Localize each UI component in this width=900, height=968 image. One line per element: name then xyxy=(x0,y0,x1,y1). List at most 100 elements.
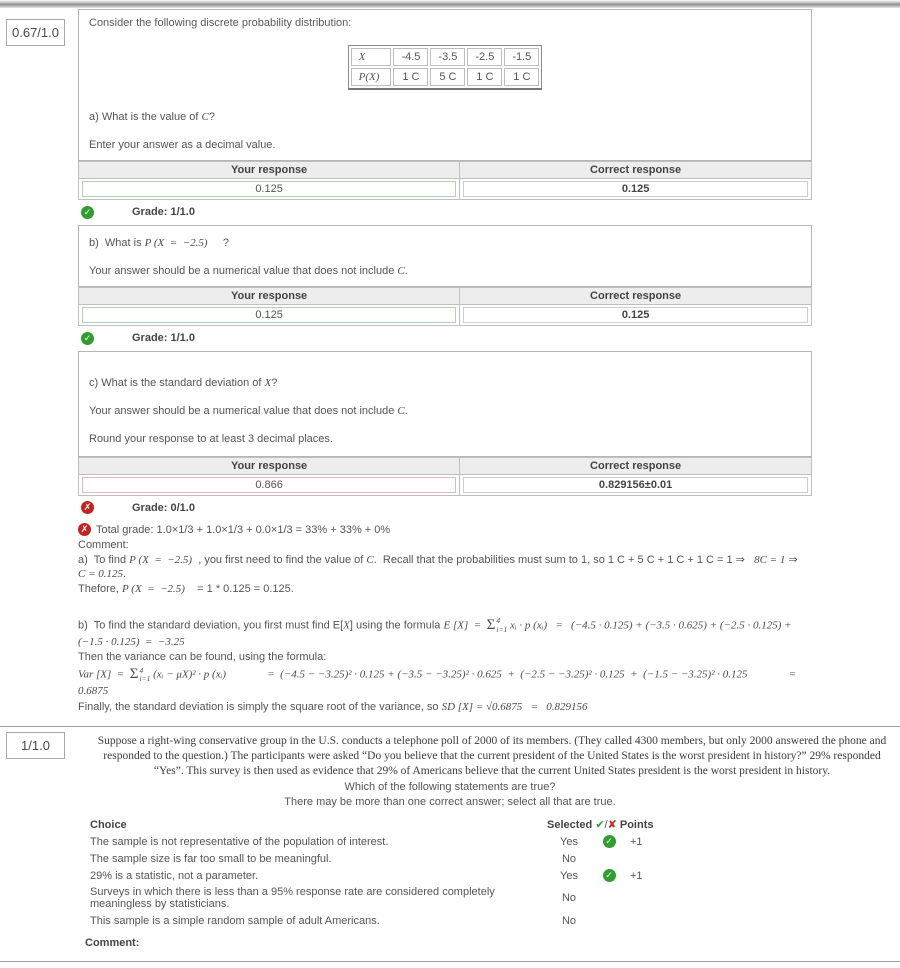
choice-table-header: Choice Selected ✔/✘ Points xyxy=(85,816,665,833)
choice-selected: No xyxy=(561,892,577,905)
part-c-instruction-2: Round your response to at least 3 decima… xyxy=(89,433,333,446)
q1-score: 0.67/1.0 xyxy=(12,25,59,40)
q1-score-box: 0.67/1.0 xyxy=(6,19,65,46)
choice-text: Surveys in which there is less than a 95… xyxy=(90,886,495,911)
section-divider xyxy=(0,725,900,727)
part-c-instruction: Your answer should be a numerical value … xyxy=(89,405,408,418)
q1-intro-text: Consider the following discrete probabil… xyxy=(89,17,352,29)
dist-p-value: 1 C xyxy=(467,68,503,86)
choice-table: Choice Selected ✔/✘ Points The sample is… xyxy=(85,816,665,929)
points-header-label: Points xyxy=(616,819,654,832)
dist-p-value: 1 C xyxy=(393,68,429,86)
cross-circle-icon: ✗ xyxy=(78,523,91,537)
total-grade-text: Total grade: 1.0×1/3 + 1.0×1/3 + 0.0×1/3… xyxy=(96,523,391,536)
dist-x-row: X -4.5 -3.5 -2.5 -1.5 xyxy=(350,48,540,66)
part-c-question-box: c) What is the standard deviation of X? … xyxy=(78,351,812,457)
q1-content: Consider the following discrete probabil… xyxy=(77,9,812,714)
check-circle-icon: ✓ xyxy=(81,331,94,345)
part-c-correct-response: 0.829156±0.01 xyxy=(463,476,808,493)
q1-question-box: Consider the following discrete probabil… xyxy=(78,9,812,162)
choice-row: 29% is a statistic, not a parameter. Yes… xyxy=(85,867,665,884)
selected-points-header: Selected ✔/✘ Points xyxy=(543,816,665,833)
part-a-question: a) What is the value of C? xyxy=(89,111,215,123)
check-circle-icon: ✓ xyxy=(602,869,616,883)
comment-line-b: b) To find the standard deviation, you f… xyxy=(78,616,795,649)
q2-score-box: 1/1.0 xyxy=(6,731,65,759)
choice-row: Surveys in which there is less than a 95… xyxy=(85,884,665,912)
dist-p-row: P(X) 1 C 5 C 1 C 1 C xyxy=(350,68,540,86)
comment-line-then: Then the variance can be found, using th… xyxy=(78,651,327,664)
distribution-table: X -4.5 -3.5 -2.5 -1.5 P(X) 1 C 5 C 1 C 1… xyxy=(347,45,543,90)
part-b-response-table: Your response Correct response 0.125 0.1… xyxy=(77,287,812,327)
dist-x-value: -3.5 xyxy=(430,48,466,66)
q2-prompt-2: There may be more than one correct answe… xyxy=(284,796,616,809)
correct-response-header: Correct response xyxy=(459,456,812,475)
choice-selected: Yes xyxy=(560,835,578,848)
part-b-your-response: 0.125 xyxy=(82,307,457,324)
choice-selected: No xyxy=(561,914,577,927)
correct-response-header: Correct response xyxy=(459,161,812,180)
cross-circle-icon: ✗ xyxy=(81,501,94,515)
choice-text: The sample size is far too small to be m… xyxy=(90,852,332,865)
dist-x-label: X xyxy=(350,48,392,66)
part-a-grade-row: ✓ Grade: 1/1.0 xyxy=(81,205,812,219)
choice-points xyxy=(623,912,665,929)
part-c-response-table: Your response Correct response 0.866 0.8… xyxy=(77,456,812,496)
part-a-instruction: Enter your answer as a decimal value. xyxy=(89,139,276,152)
choice-text: 29% is a statistic, not a parameter. xyxy=(90,869,259,882)
cross-icon: ✘ xyxy=(607,819,617,832)
choice-row: The sample is not representative of the … xyxy=(85,833,665,850)
choice-text: This sample is a simple random sample of… xyxy=(90,914,380,927)
question-1-block: 0.67/1.0 Consider the following discrete… xyxy=(0,9,900,714)
slash-separator: / xyxy=(604,819,608,832)
correct-response-header: Correct response xyxy=(459,287,812,306)
top-border-bar xyxy=(0,0,900,8)
dist-p-value: 1 C xyxy=(504,68,540,86)
dist-p-label: P(X) xyxy=(350,68,392,86)
check-circle-icon: ✓ xyxy=(81,205,94,219)
comment-line-a: a) To find P (X = −2.5) , you first need… xyxy=(78,553,807,580)
choice-row: The sample size is far too small to be m… xyxy=(85,850,665,867)
choice-row: This sample is a simple random sample of… xyxy=(85,912,665,929)
your-response-header: Your response xyxy=(77,456,461,475)
dist-x-value: -4.5 xyxy=(393,48,429,66)
choice-points xyxy=(623,884,665,912)
part-b-question-box: b) What is P (X = −2.5) ? Your answer sh… xyxy=(78,225,812,288)
choice-text: The sample is not representative of the … xyxy=(90,835,389,848)
comment-line-final: Finally, the standard deviation is simpl… xyxy=(78,700,588,713)
dist-x-value: -2.5 xyxy=(467,48,503,66)
part-c-your-response: 0.866 xyxy=(82,476,457,493)
part-a-correct-response: 0.125 xyxy=(463,181,808,198)
dist-p-value: 5 C xyxy=(430,68,466,86)
q2-prompt-1: Which of the following statements are tr… xyxy=(344,781,556,794)
question-2-block: 1/1.0 Suppose a right-wing conservative … xyxy=(0,727,900,950)
comment-line-therefore: Thefore, P (X = −2.5) = 1 * 0.125 = 0.12… xyxy=(78,582,294,595)
choice-selected: No xyxy=(561,852,577,865)
choice-selected: Yes xyxy=(560,869,578,882)
part-a-your-response: 0.125 xyxy=(82,181,457,198)
part-b-grade: Grade: 1/1.0 xyxy=(132,332,195,345)
part-a-response-table: Your response Correct response 0.125 0.1… xyxy=(77,161,812,201)
choice-points: +1 xyxy=(630,869,643,882)
your-response-header: Your response xyxy=(77,287,461,306)
choice-points xyxy=(623,850,665,867)
check-icon: ✔ xyxy=(595,819,605,832)
part-b-instruction: Your answer should be a numerical value … xyxy=(89,265,408,278)
comment-line-variance: Var [X] = Σ 4 i=1 (xᵢ − μX)² · p (xᵢ) = (−… xyxy=(78,665,802,698)
part-b-question: b) What is P (X = −2.5) ? xyxy=(89,237,229,250)
q2-comment-label: Comment: xyxy=(85,937,140,950)
choice-column-header: Choice xyxy=(90,818,127,831)
part-c-question: c) What is the standard deviation of X? xyxy=(89,377,278,390)
part-b-correct-response: 0.125 xyxy=(463,307,808,324)
q2-question-paragraph: Suppose a right-wing conservative group … xyxy=(97,734,887,777)
dist-x-value: -1.5 xyxy=(504,48,540,66)
choice-points: +1 xyxy=(630,835,643,848)
part-c-grade-row: ✗ Grade: 0/1.0 xyxy=(81,501,812,515)
your-response-header: Your response xyxy=(77,161,461,180)
part-b-grade-row: ✓ Grade: 1/1.0 xyxy=(81,331,812,345)
total-grade-row: ✗ Total grade: 1.0×1/3 + 1.0×1/3 + 0.0×1… xyxy=(78,523,812,537)
check-circle-icon: ✓ xyxy=(602,835,616,849)
q1-comment-label: Comment: xyxy=(78,538,129,551)
q2-score: 1/1.0 xyxy=(21,737,50,753)
part-a-grade: Grade: 1/1.0 xyxy=(132,206,195,219)
